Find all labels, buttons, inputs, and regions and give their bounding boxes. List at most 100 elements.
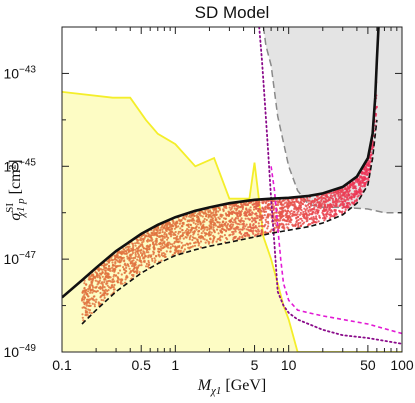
scatter-point — [139, 237, 142, 240]
scatter-point — [94, 279, 97, 282]
scatter-point — [173, 252, 176, 255]
scatter-point — [291, 223, 294, 226]
scatter-point — [203, 228, 206, 231]
scatter-point — [177, 240, 180, 243]
scatter-point — [340, 197, 343, 200]
scatter-point — [173, 237, 176, 240]
scatter-point — [331, 199, 335, 202]
scatter-point — [124, 246, 127, 249]
scatter-point — [136, 266, 140, 269]
scatter-point — [188, 238, 191, 241]
scatter-point — [212, 209, 215, 212]
x-axis-label: Mχ1 [GeV] — [197, 377, 267, 397]
scatter-point — [199, 235, 202, 238]
scatter-point — [129, 262, 132, 265]
scatter-point — [334, 202, 337, 205]
scatter-point — [286, 226, 289, 229]
scatter-point — [112, 275, 115, 278]
scatter-point — [352, 183, 355, 186]
scatter-point — [328, 217, 331, 220]
scatter-point — [355, 180, 358, 183]
scatter-point — [232, 223, 235, 226]
scatter-point — [299, 221, 302, 224]
scatter-point — [179, 237, 182, 240]
scatter-point — [193, 244, 197, 247]
scatter-point — [205, 218, 208, 222]
scatter-point — [99, 295, 102, 298]
scatter-point — [191, 245, 194, 248]
scatter-point — [253, 234, 257, 237]
scatter-point — [242, 222, 245, 226]
scatter-point — [142, 260, 145, 263]
scatter-point — [344, 208, 347, 211]
scatter-point — [277, 226, 280, 230]
scatter-point — [172, 220, 175, 223]
scatter-point — [299, 211, 302, 214]
scatter-point — [348, 196, 351, 199]
scatter-point — [218, 236, 222, 239]
scatter-point — [146, 246, 149, 249]
scatter-point — [169, 250, 172, 253]
scatter-point — [335, 205, 338, 208]
scatter-point — [238, 223, 241, 226]
scatter-point — [158, 235, 162, 238]
scatter-point — [276, 218, 279, 221]
scatter-point — [177, 232, 180, 235]
scatter-point — [134, 248, 137, 251]
scatter-point — [206, 233, 209, 236]
scatter-point — [247, 226, 250, 229]
scatter-point — [209, 237, 212, 240]
scatter-point — [304, 217, 307, 220]
scatter-point — [369, 156, 372, 160]
scatter-point — [114, 256, 117, 259]
scatter-point — [210, 216, 213, 219]
scatter-point — [285, 223, 288, 226]
scatter-point — [215, 213, 218, 217]
scatter-point — [113, 264, 116, 267]
scatter-point — [255, 207, 258, 210]
scatter-point — [208, 209, 212, 212]
scatter-point — [136, 258, 139, 261]
scatter-point — [134, 261, 137, 264]
scatter-point — [183, 217, 186, 220]
scatter-point — [311, 221, 314, 224]
scatter-point — [288, 220, 291, 223]
scatter-point — [237, 222, 240, 226]
scatter-point — [208, 231, 211, 234]
scatter-point — [182, 250, 185, 253]
scatter-point — [130, 247, 133, 250]
scatter-point — [216, 228, 219, 231]
scatter-point — [243, 227, 246, 230]
scatter-point — [214, 218, 217, 221]
scatter-point — [129, 249, 132, 252]
scatter-point — [205, 239, 208, 242]
scatter-point — [116, 252, 119, 255]
scatter-point — [159, 249, 163, 252]
scatter-point — [363, 183, 367, 186]
scatter-point — [115, 274, 118, 277]
scatter-point — [131, 264, 134, 268]
scatter-point — [276, 200, 279, 203]
scatter-point — [133, 270, 136, 274]
scatter-point — [221, 235, 224, 238]
scatter-point — [302, 221, 306, 224]
scatter-point — [161, 228, 164, 231]
scatter-point — [165, 250, 168, 253]
scatter-point — [94, 300, 97, 304]
scatter-point — [86, 292, 89, 295]
scatter-point — [196, 238, 199, 241]
scatter-point — [313, 204, 316, 207]
scatter-point — [288, 210, 291, 214]
scatter-point — [355, 189, 358, 193]
scatter-point — [266, 227, 269, 230]
scatter-point — [181, 233, 184, 236]
scatter-point — [308, 212, 311, 215]
scatter-point — [151, 259, 154, 262]
scatter-point — [198, 229, 201, 232]
scatter-point — [220, 223, 223, 226]
scatter-point — [82, 298, 86, 301]
scatter-point — [100, 298, 103, 302]
scatter-point — [327, 204, 330, 207]
scatter-point — [253, 217, 256, 220]
scatter-point — [162, 246, 165, 249]
